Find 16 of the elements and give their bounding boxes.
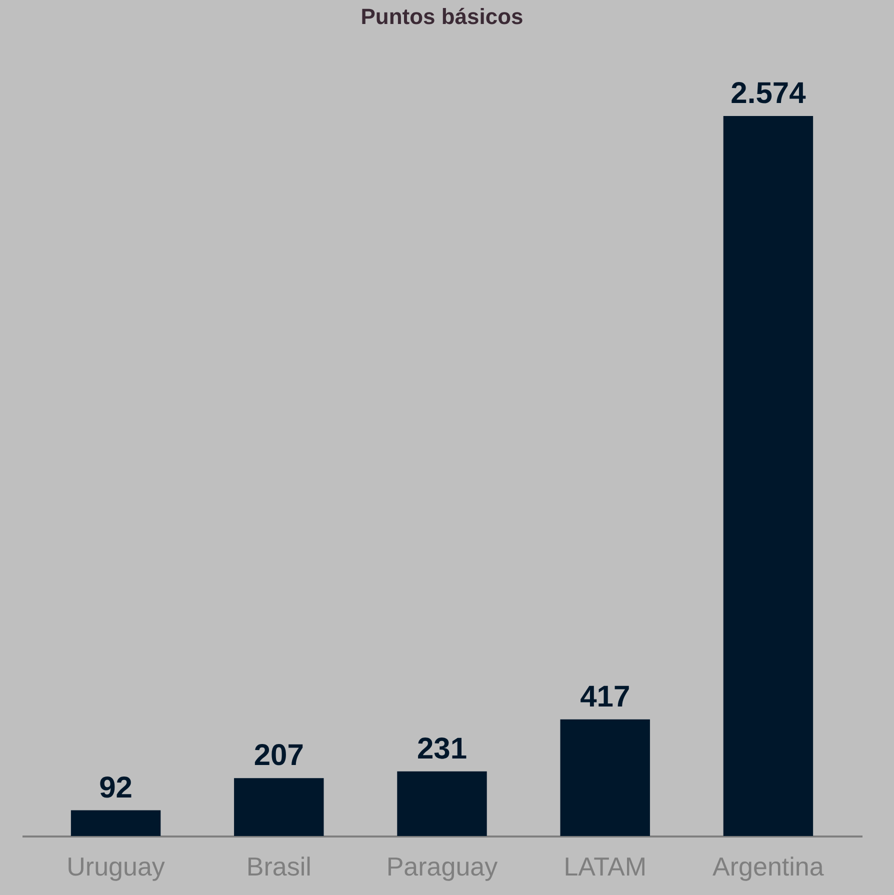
bar [723,116,814,836]
data-label: 231 [416,732,468,766]
bar [560,719,650,836]
bar [397,771,487,836]
x-tick-label: LATAM [564,852,647,882]
data-label: 417 [580,680,630,714]
bar [234,778,324,836]
x-tick-label: Uruguay [66,852,165,882]
x-tick-label: Brasil [246,852,312,882]
data-label: 2.574 [730,77,806,110]
x-tick-label: Paraguay [386,852,498,882]
x-tick-label: Argentina [712,852,824,882]
data-label: 207 [254,739,304,772]
bar [70,810,161,836]
chart-title: Puntos básicos [360,4,524,29]
data-label: 92 [99,771,132,804]
